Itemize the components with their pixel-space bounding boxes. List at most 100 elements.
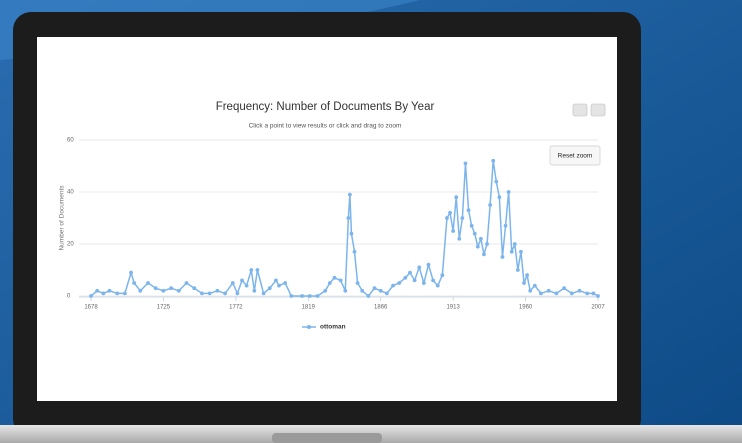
data-point[interactable] <box>485 242 489 246</box>
data-point[interactable] <box>445 216 449 220</box>
data-point[interactable] <box>161 288 166 293</box>
data-point[interactable] <box>192 286 197 291</box>
data-point[interactable] <box>408 270 412 275</box>
data-point[interactable] <box>482 252 486 257</box>
data-point[interactable] <box>132 281 137 285</box>
data-point[interactable] <box>300 294 305 298</box>
reset-zoom-label[interactable]: Reset zoom <box>558 153 593 160</box>
reset-zoom-button[interactable] <box>549 145 601 166</box>
data-point[interactable] <box>146 281 150 285</box>
data-point[interactable] <box>215 288 220 293</box>
data-point[interactable] <box>417 265 422 270</box>
data-point[interactable] <box>435 283 440 288</box>
data-point[interactable] <box>454 195 459 200</box>
data-point[interactable] <box>255 268 260 272</box>
data-point[interactable] <box>391 283 395 288</box>
data-point[interactable] <box>515 268 520 272</box>
data-point[interactable] <box>101 291 106 296</box>
data-point[interactable] <box>525 273 530 278</box>
data-point[interactable] <box>577 288 582 293</box>
data-point[interactable] <box>244 283 249 288</box>
data-point[interactable] <box>129 270 133 275</box>
data-point[interactable] <box>475 244 480 249</box>
data-point[interactable] <box>176 288 181 293</box>
data-point[interactable] <box>123 291 127 296</box>
legend-label[interactable]: ottoman <box>320 324 346 331</box>
data-point[interactable] <box>440 273 445 278</box>
data-point[interactable] <box>457 236 462 241</box>
data-point[interactable] <box>261 291 266 296</box>
data-point[interactable] <box>591 291 596 296</box>
data-point[interactable] <box>378 288 383 293</box>
data-point[interactable] <box>355 281 360 285</box>
data-point[interactable] <box>352 249 357 254</box>
data-point[interactable] <box>283 281 288 285</box>
data-point[interactable] <box>169 286 174 291</box>
data-point[interactable] <box>519 249 523 254</box>
data-point[interactable] <box>500 255 505 259</box>
data-point[interactable] <box>546 288 551 293</box>
data-point[interactable] <box>153 286 158 291</box>
data-point[interactable] <box>469 223 474 228</box>
data-point[interactable] <box>252 288 257 293</box>
data-point[interactable] <box>494 179 499 184</box>
data-point[interactable] <box>307 294 312 298</box>
data-point[interactable] <box>522 281 526 285</box>
data-point[interactable] <box>343 288 348 293</box>
data-point[interactable] <box>267 286 272 291</box>
data-point[interactable] <box>451 229 456 233</box>
data-point[interactable] <box>585 291 590 296</box>
data-point[interactable] <box>403 275 408 280</box>
data-point[interactable] <box>89 294 93 298</box>
data-point[interactable] <box>448 210 452 215</box>
data-point[interactable] <box>466 208 471 213</box>
print-button[interactable] <box>572 103 588 117</box>
data-point[interactable] <box>506 190 511 194</box>
data-point[interactable] <box>539 291 543 296</box>
data-point[interactable] <box>223 291 227 296</box>
data-point[interactable] <box>488 203 493 207</box>
data-point[interactable] <box>384 291 389 296</box>
data-point[interactable] <box>115 291 120 296</box>
data-point[interactable] <box>200 291 204 296</box>
data-point[interactable] <box>554 291 559 296</box>
data-point[interactable] <box>230 281 235 285</box>
data-point[interactable] <box>528 288 533 293</box>
data-point[interactable] <box>95 288 100 293</box>
data-point[interactable] <box>532 283 537 288</box>
data-point[interactable] <box>346 216 351 220</box>
data-point[interactable] <box>472 231 477 236</box>
data-point[interactable] <box>349 231 354 236</box>
data-point[interactable] <box>497 195 502 200</box>
data-point[interactable] <box>347 192 352 197</box>
data-point[interactable] <box>138 288 143 293</box>
data-point[interactable] <box>184 281 189 285</box>
data-point[interactable] <box>235 291 240 296</box>
data-point[interactable] <box>478 236 483 241</box>
data-point[interactable] <box>569 291 574 296</box>
data-point[interactable] <box>372 286 377 291</box>
data-point[interactable] <box>207 291 212 296</box>
data-point[interactable] <box>562 286 566 291</box>
data-point[interactable] <box>338 278 343 283</box>
data-point[interactable] <box>503 223 508 228</box>
data-point[interactable] <box>512 242 517 246</box>
data-point[interactable] <box>509 249 514 254</box>
data-point[interactable] <box>463 161 468 166</box>
data-point[interactable] <box>421 281 426 285</box>
data-point[interactable] <box>327 281 332 285</box>
data-point[interactable] <box>596 294 600 298</box>
data-point[interactable] <box>366 294 371 298</box>
data-point[interactable] <box>431 278 436 283</box>
data-point[interactable] <box>315 294 320 298</box>
data-point[interactable] <box>240 278 244 283</box>
data-point[interactable] <box>360 288 365 293</box>
data-point[interactable] <box>397 281 402 285</box>
export-button[interactable] <box>590 103 606 117</box>
data-point[interactable] <box>460 216 465 220</box>
data-point[interactable] <box>491 158 496 163</box>
data-point[interactable] <box>323 288 328 293</box>
data-point[interactable] <box>274 278 278 283</box>
data-point[interactable] <box>332 275 337 280</box>
data-point[interactable] <box>426 262 431 267</box>
